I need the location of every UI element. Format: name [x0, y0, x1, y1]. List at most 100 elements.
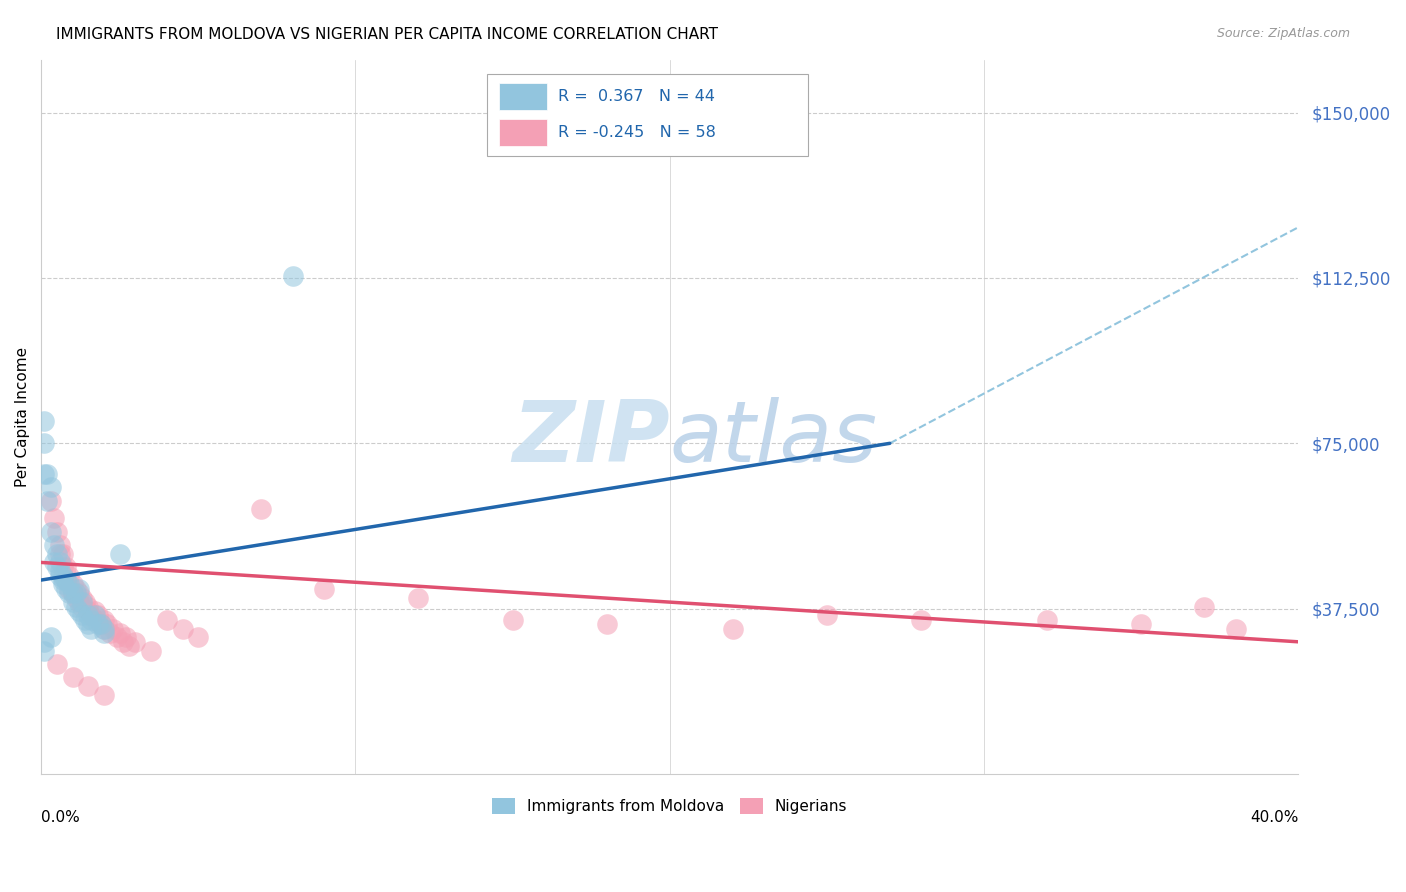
- Point: [1192, 599, 1215, 614]
- Point: [111, 635, 134, 649]
- Point: [1225, 622, 1247, 636]
- Point: [80, 613, 103, 627]
- Point: [42, 538, 65, 552]
- Point: [124, 635, 146, 649]
- Point: [65, 591, 87, 605]
- Point: [83, 608, 105, 623]
- Point: [65, 599, 87, 614]
- Text: 0.0%: 0.0%: [41, 810, 80, 825]
- Legend: Immigrants from Moldova, Nigerians: Immigrants from Moldova, Nigerians: [486, 792, 853, 820]
- Point: [312, 582, 335, 596]
- Point: [93, 622, 115, 636]
- Point: [80, 622, 103, 636]
- Point: [65, 586, 87, 600]
- Point: [910, 613, 932, 627]
- Text: 40.0%: 40.0%: [1250, 810, 1298, 825]
- Point: [139, 643, 162, 657]
- Point: [62, 595, 84, 609]
- Point: [70, 591, 93, 605]
- Text: R = -0.245   N = 58: R = -0.245 N = 58: [558, 125, 716, 140]
- Point: [98, 626, 121, 640]
- FancyBboxPatch shape: [499, 83, 547, 111]
- Point: [408, 591, 430, 605]
- Point: [156, 613, 179, 627]
- Point: [67, 595, 90, 609]
- Point: [32, 635, 55, 649]
- Point: [37, 467, 59, 482]
- Point: [108, 626, 131, 640]
- Point: [86, 617, 108, 632]
- Point: [45, 547, 67, 561]
- Point: [77, 599, 100, 614]
- Point: [90, 617, 112, 632]
- Point: [93, 688, 115, 702]
- Point: [49, 547, 72, 561]
- Point: [80, 608, 103, 623]
- Point: [58, 586, 80, 600]
- Text: ZIP: ZIP: [512, 397, 669, 480]
- Point: [58, 568, 80, 582]
- Point: [52, 573, 75, 587]
- Text: IMMIGRANTS FROM MOLDOVA VS NIGERIAN PER CAPITA INCOME CORRELATION CHART: IMMIGRANTS FROM MOLDOVA VS NIGERIAN PER …: [56, 27, 718, 42]
- Point: [77, 679, 100, 693]
- Point: [52, 568, 75, 582]
- Point: [39, 493, 62, 508]
- Point: [32, 436, 55, 450]
- Point: [93, 626, 115, 640]
- Point: [58, 577, 80, 591]
- Point: [75, 613, 97, 627]
- Point: [83, 613, 105, 627]
- Point: [45, 524, 67, 539]
- Point: [55, 582, 77, 596]
- Point: [39, 480, 62, 494]
- Point: [96, 617, 118, 632]
- Point: [815, 608, 838, 623]
- Point: [115, 631, 138, 645]
- Point: [90, 617, 112, 632]
- Point: [83, 604, 105, 618]
- Point: [49, 568, 72, 582]
- Point: [596, 617, 619, 632]
- Point: [86, 608, 108, 623]
- Point: [70, 599, 93, 614]
- FancyBboxPatch shape: [499, 119, 547, 146]
- Point: [172, 622, 194, 636]
- Point: [62, 586, 84, 600]
- Point: [49, 538, 72, 552]
- Point: [67, 604, 90, 618]
- Point: [49, 556, 72, 570]
- Point: [187, 631, 209, 645]
- Point: [105, 631, 128, 645]
- Point: [58, 582, 80, 596]
- Point: [103, 622, 125, 636]
- Point: [32, 467, 55, 482]
- Point: [67, 586, 90, 600]
- Point: [77, 617, 100, 632]
- Point: [49, 564, 72, 578]
- Point: [118, 639, 141, 653]
- Point: [1130, 617, 1153, 632]
- Point: [62, 670, 84, 684]
- Point: [93, 622, 115, 636]
- Point: [250, 502, 273, 516]
- Point: [70, 595, 93, 609]
- Point: [55, 559, 77, 574]
- Point: [70, 608, 93, 623]
- Point: [42, 511, 65, 525]
- Point: [77, 608, 100, 623]
- Point: [42, 556, 65, 570]
- Point: [52, 559, 75, 574]
- Point: [77, 604, 100, 618]
- Point: [32, 643, 55, 657]
- Point: [39, 631, 62, 645]
- Point: [39, 524, 62, 539]
- FancyBboxPatch shape: [488, 74, 808, 156]
- Point: [52, 577, 75, 591]
- Point: [108, 547, 131, 561]
- Point: [37, 493, 59, 508]
- Point: [32, 414, 55, 428]
- Point: [75, 595, 97, 609]
- Point: [93, 613, 115, 627]
- Text: R =  0.367   N = 44: R = 0.367 N = 44: [558, 89, 714, 104]
- Point: [62, 586, 84, 600]
